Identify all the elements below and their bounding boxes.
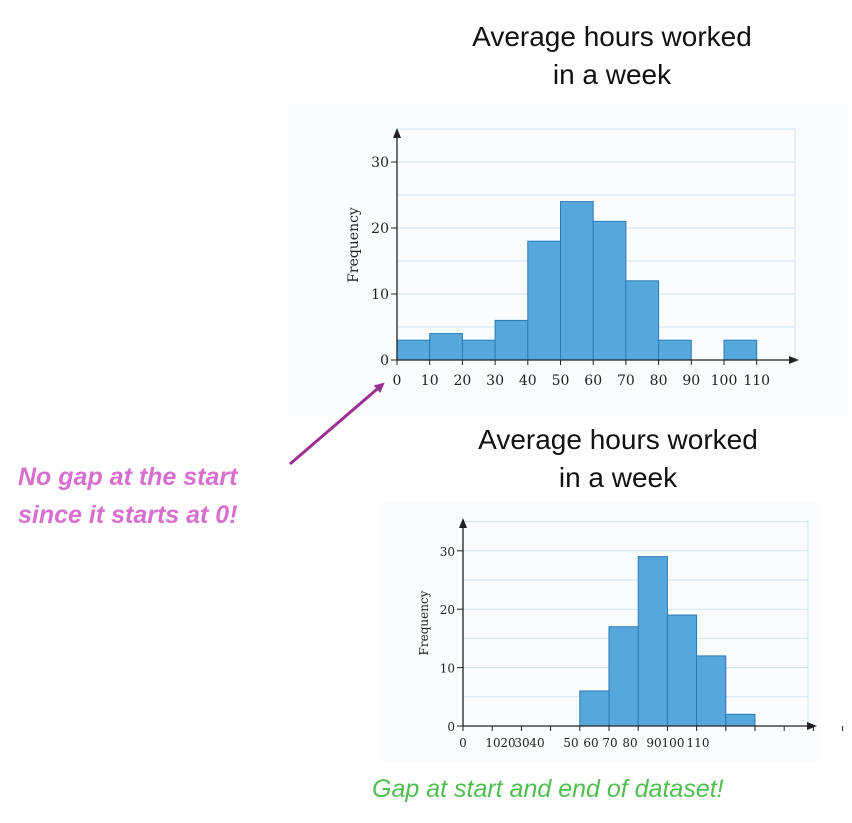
histogram-bar xyxy=(579,690,610,727)
histogram-bar xyxy=(637,556,668,727)
x-tick-label: 40 xyxy=(529,736,544,750)
histogram-bar xyxy=(494,319,529,361)
x-tick-label: 40 xyxy=(519,373,537,389)
x-tick-label: 30 xyxy=(486,373,504,389)
x-tick-label: 110 xyxy=(743,373,770,389)
y-axis-label: Frequency xyxy=(346,207,362,283)
x-tick-label: 70 xyxy=(617,373,635,389)
y-tick-label: 10 xyxy=(440,662,455,676)
x-tick-label: 0 xyxy=(393,373,402,389)
y-axis-label: Frequency xyxy=(417,590,431,655)
x-tick-label: 10 xyxy=(485,736,500,750)
x-tick-label: 90 xyxy=(682,373,700,389)
x-tick-label: 100 xyxy=(662,736,685,750)
x-tick-label: 100 xyxy=(711,373,738,389)
x-tick-label: 50 xyxy=(563,736,578,750)
histogram-bar xyxy=(625,280,660,361)
chart-2-title: Average hours worked in a week xyxy=(478,424,758,493)
histogram-bar xyxy=(666,614,698,727)
x-tick-label: 10 xyxy=(421,373,439,389)
x-tick-label: 20 xyxy=(500,736,515,750)
histogram-bar xyxy=(527,240,561,361)
y-tick-label: 0 xyxy=(380,353,389,369)
x-tick-label: 60 xyxy=(583,736,598,750)
x-tick-label: 30 xyxy=(514,736,529,750)
y-tick-label: 30 xyxy=(440,545,455,559)
note-no-gap: No gap at the start since it starts at 0… xyxy=(18,463,238,529)
x-tick-label: 80 xyxy=(650,373,668,389)
histogram-bar xyxy=(696,655,727,727)
histogram-bar xyxy=(725,713,756,727)
y-tick-label: 20 xyxy=(440,603,455,617)
x-tick-label: 80 xyxy=(622,736,637,750)
y-tick-label: 0 xyxy=(447,720,455,734)
y-axis-arrowhead xyxy=(393,128,401,138)
histogram-bar xyxy=(608,626,639,727)
y-tick-label: 10 xyxy=(371,287,389,303)
x-tick-label: 70 xyxy=(602,736,617,750)
y-tick-label: 30 xyxy=(371,155,389,171)
x-tick-label: 20 xyxy=(453,373,471,389)
x-axis-arrowhead xyxy=(789,356,799,364)
histogram-bar xyxy=(560,201,594,361)
x-tick-label: 60 xyxy=(584,373,602,389)
y-tick-label: 20 xyxy=(371,221,389,237)
y-axis-arrowhead xyxy=(459,518,467,528)
x-axis-arrowhead xyxy=(807,722,817,730)
note-gap: Gap at start and end of dataset! xyxy=(372,775,724,803)
x-tick-label: 0 xyxy=(459,736,467,750)
x-tick-label: 50 xyxy=(552,373,570,389)
chart-1-title: Average hours worked in a week xyxy=(472,21,752,90)
x-tick-label: 110 xyxy=(687,736,710,750)
x-tick-label: 90 xyxy=(646,736,661,750)
